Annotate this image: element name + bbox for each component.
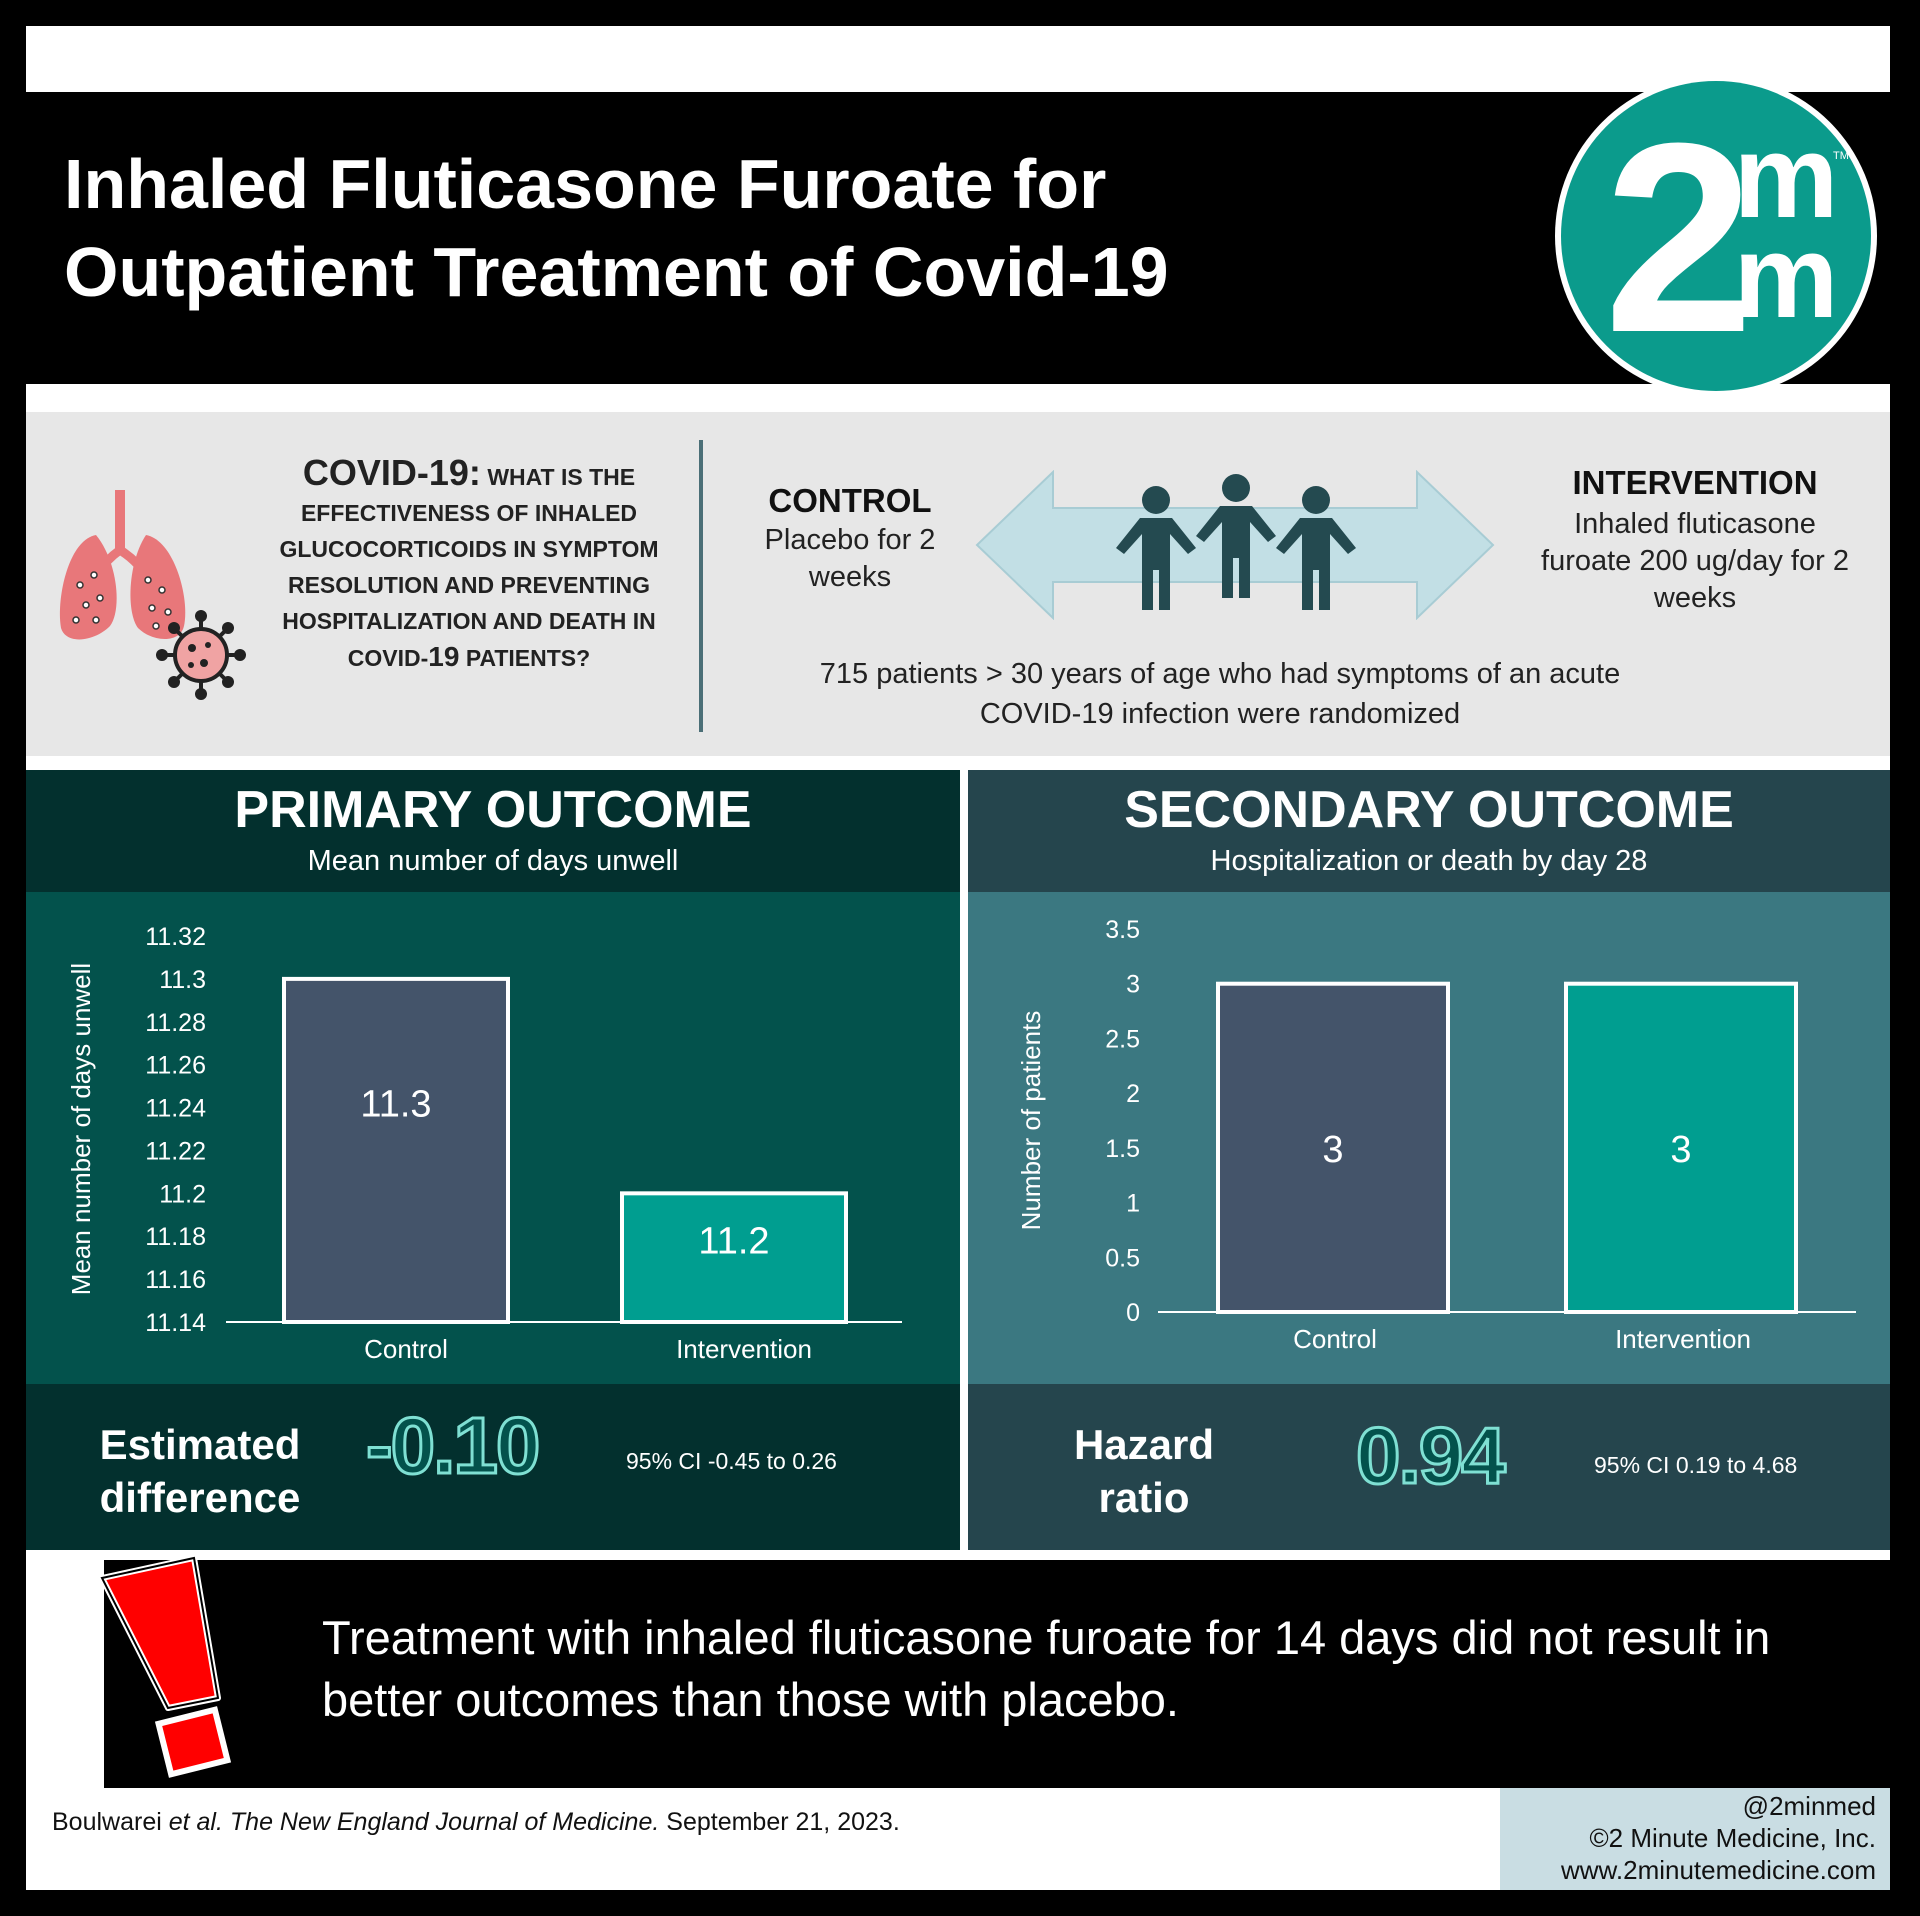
y-tick-label: 0.5 — [1105, 1244, 1140, 1272]
page-title: Inhaled Fluticasone Furoate for Outpatie… — [64, 145, 1169, 311]
brand-box — [1500, 1788, 1890, 1890]
primary-outcome-title: PRIMARY OUTCOME — [234, 781, 752, 839]
bar-data-label: 11.3 — [360, 1083, 431, 1125]
y-tick-label: 11.22 — [145, 1137, 206, 1165]
secondary-stat-value: 0.94 — [1355, 1410, 1508, 1502]
bar-data-label: 11.2 — [698, 1221, 769, 1263]
conclusion-text: Treatment with inhaled fluticasone furoa… — [322, 1611, 1771, 1726]
patients-description: 715 patients > 30 years of age who had s… — [819, 658, 1621, 730]
y-tick-label: 11.3 — [159, 966, 206, 994]
y-tick-label: 11.2 — [159, 1180, 206, 1208]
brand-url: www.2minutemedicine.com — [1560, 1855, 1876, 1885]
logo-top-text: m — [1734, 111, 1839, 243]
question-in: IN COVID- — [347, 608, 656, 671]
intervention-description: Inhaled fluticasone furoate 200 ug/day f… — [1541, 508, 1849, 614]
y-tick-label: 11.18 — [145, 1223, 206, 1251]
bar-data-label: 3 — [1322, 1129, 1343, 1171]
study-question: COVID-19: WHAT IS THE EFFECTIVENESS OF I… — [262, 455, 676, 676]
y-tick-label: 11.24 — [145, 1095, 206, 1123]
panel-divider — [699, 440, 703, 732]
y-tick-label: 0 — [1126, 1299, 1140, 1327]
citation-authors: Boulwarei — [52, 1808, 162, 1836]
top-strip — [26, 26, 1890, 92]
lungs-virus-icon — [59, 490, 246, 700]
primary-stat-value: -0.10 — [364, 1400, 541, 1492]
question-19: 19 — [428, 641, 460, 672]
citation-journal: The New England Journal of Medicine. — [229, 1808, 660, 1836]
brand-copyright: ©2 Minute Medicine, Inc. — [1589, 1823, 1876, 1853]
brand-handle: @2minmed — [1742, 1791, 1876, 1821]
x-tick-label: Intervention — [676, 1334, 812, 1364]
secondary-bar-chart: 0 0.5 1 1.5 2 2.5 3 3.5 Number of patients 3 Contr… — [1016, 916, 1856, 1354]
control-description: Placebo for 2 weeks — [764, 524, 936, 593]
y-tick-label: 3.5 — [1105, 916, 1140, 944]
primary-stat-label: Estimated difference — [99, 1421, 301, 1521]
question-line1: WHAT IS THE — [487, 464, 636, 490]
question-rest: EFFECTIVENESS OF INHALED GLUCOCORTICOIDS… — [279, 500, 659, 634]
conclusion-panel — [104, 1560, 1890, 1788]
patients-icon — [1116, 474, 1356, 610]
y-tick-label: 11.14 — [145, 1309, 206, 1337]
study-panel — [26, 412, 1890, 756]
x-tick-label: Control — [1293, 1324, 1377, 1354]
logo-mark: 2 m m TM — [1604, 88, 1849, 389]
y-tick-label: 1 — [1126, 1190, 1140, 1218]
secondary-stat-label: Hazard ratio — [1073, 1421, 1215, 1521]
logo-tm-text: TM — [1833, 150, 1849, 162]
primary-outcome-subtitle: Mean number of days unwell — [307, 845, 679, 877]
bar-control — [282, 976, 510, 1324]
primary-ci: 95% CI -0.45 to 0.26 — [626, 1448, 837, 1474]
y-tick-label: 1.5 — [1105, 1135, 1140, 1163]
y-tick-label: 11.16 — [145, 1266, 206, 1294]
brand-logo: 2 m m TM — [1561, 81, 1871, 391]
y-tick-label: 2.5 — [1105, 1025, 1140, 1053]
bar-control — [1216, 981, 1450, 1314]
bar-data-label: 3 — [1670, 1129, 1691, 1171]
question-lead: COVID-19: — [302, 452, 481, 493]
bar-intervention — [1564, 981, 1798, 1314]
primary-outcome-header — [26, 770, 960, 892]
brand-info: @2minmed ©2 Minute Medicine, Inc. www.2m… — [1500, 1790, 1876, 1886]
intervention-heading: INTERVENTION — [1572, 464, 1818, 501]
y-axis-label: Mean number of days unwell — [66, 963, 96, 1295]
secondary-outcome-footer — [968, 1384, 1890, 1550]
y-tick-label: 11.28 — [145, 1009, 206, 1037]
bar-intervention — [620, 1191, 848, 1325]
logo-bottom-text: m — [1734, 211, 1839, 343]
x-tick-label: Control — [364, 1334, 448, 1364]
y-tick-label: 11.26 — [145, 1052, 206, 1080]
y-axis-label: Number of patients — [1016, 1011, 1046, 1231]
control-heading: CONTROL — [768, 482, 932, 519]
secondary-outcome-title: SECONDARY OUTCOME — [1124, 781, 1734, 839]
exclamation-icon — [99, 1556, 232, 1778]
y-tick-label: 2 — [1126, 1080, 1140, 1108]
secondary-ci: 95% CI 0.19 to 4.68 — [1594, 1452, 1798, 1478]
secondary-outcome-header — [968, 770, 1890, 892]
secondary-outcome-subtitle: Hospitalization or death by day 28 — [1210, 845, 1648, 877]
primary-outcome-footer — [26, 1384, 960, 1550]
x-tick-label: Intervention — [1615, 1324, 1751, 1354]
logo-big-text: 2 — [1604, 88, 1754, 389]
primary-bar-chart: 11.14 11.16 11.18 11.2 11.22 11.24 11.26 11.28 1… — [66, 923, 902, 1364]
question-end: PATIENTS? — [465, 645, 591, 671]
citation-date: September 21, 2023. — [666, 1808, 900, 1836]
y-tick-label: 3 — [1126, 971, 1140, 999]
citation: Boulwarei et al. The New England Journal… — [52, 1808, 900, 1837]
y-tick-label: 11.32 — [145, 923, 206, 951]
citation-etal: et al. — [168, 1808, 223, 1836]
